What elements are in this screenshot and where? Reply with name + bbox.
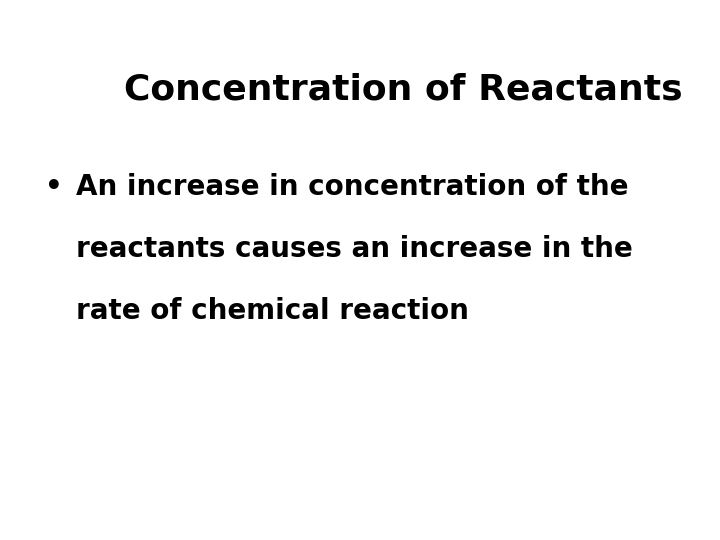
Text: Concentration of Reactants: Concentration of Reactants (124, 73, 683, 107)
Text: An increase in concentration of the: An increase in concentration of the (76, 173, 628, 201)
Text: reactants causes an increase in the: reactants causes an increase in the (76, 235, 632, 263)
Text: •: • (45, 173, 63, 201)
Text: rate of chemical reaction: rate of chemical reaction (76, 297, 469, 325)
